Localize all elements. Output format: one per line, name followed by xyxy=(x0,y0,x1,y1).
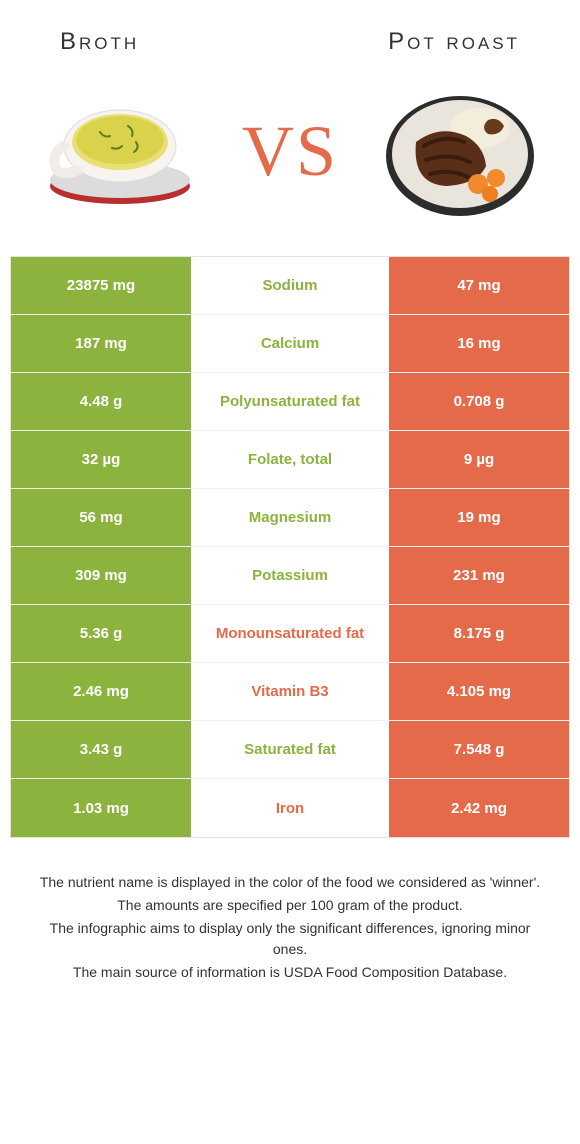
left-food-image xyxy=(40,76,200,226)
footer-line: The amounts are specified per 100 gram o… xyxy=(34,895,546,916)
right-value-cell: 0.708 g xyxy=(389,373,569,430)
right-food-title: Pot roast xyxy=(388,28,520,56)
nutrient-row: 1.03 mgIron2.42 mg xyxy=(11,779,569,837)
nutrient-row: 23875 mgSodium47 mg xyxy=(11,257,569,315)
left-value-cell: 23875 mg xyxy=(11,257,191,314)
left-food-title: Broth xyxy=(60,28,139,56)
nutrient-label-cell: Sodium xyxy=(191,257,389,314)
left-value-cell: 2.46 mg xyxy=(11,663,191,720)
left-value-cell: 309 mg xyxy=(11,547,191,604)
footer-line: The main source of information is USDA F… xyxy=(34,962,546,983)
left-value-cell: 32 µg xyxy=(11,431,191,488)
left-value-cell: 187 mg xyxy=(11,315,191,372)
right-value-cell: 8.175 g xyxy=(389,605,569,662)
left-value-cell: 3.43 g xyxy=(11,721,191,778)
right-food-image xyxy=(380,76,540,226)
right-value-cell: 4.105 mg xyxy=(389,663,569,720)
hero-row: VS xyxy=(0,66,580,256)
footer-line: The infographic aims to display only the… xyxy=(34,918,546,960)
nutrient-row: 5.36 gMonounsaturated fat8.175 g xyxy=(11,605,569,663)
footer-line: The nutrient name is displayed in the co… xyxy=(34,872,546,893)
right-value-cell: 47 mg xyxy=(389,257,569,314)
right-value-cell: 16 mg xyxy=(389,315,569,372)
nutrient-row: 56 mgMagnesium19 mg xyxy=(11,489,569,547)
nutrient-row: 3.43 gSaturated fat7.548 g xyxy=(11,721,569,779)
right-value-cell: 2.42 mg xyxy=(389,779,569,837)
right-value-cell: 9 µg xyxy=(389,431,569,488)
nutrient-row: 309 mgPotassium231 mg xyxy=(11,547,569,605)
nutrient-row: 4.48 gPolyunsaturated fat0.708 g xyxy=(11,373,569,431)
nutrient-row: 32 µgFolate, total9 µg xyxy=(11,431,569,489)
right-value-cell: 231 mg xyxy=(389,547,569,604)
nutrient-label-cell: Monounsaturated fat xyxy=(191,605,389,662)
right-value-cell: 19 mg xyxy=(389,489,569,546)
nutrient-row: 187 mgCalcium16 mg xyxy=(11,315,569,373)
nutrient-label-cell: Vitamin B3 xyxy=(191,663,389,720)
left-value-cell: 4.48 g xyxy=(11,373,191,430)
left-value-cell: 5.36 g xyxy=(11,605,191,662)
left-value-cell: 1.03 mg xyxy=(11,779,191,837)
nutrient-table: 23875 mgSodium47 mg187 mgCalcium16 mg4.4… xyxy=(10,256,570,838)
vs-label: VS xyxy=(242,110,338,193)
nutrient-label-cell: Polyunsaturated fat xyxy=(191,373,389,430)
nutrient-row: 2.46 mgVitamin B34.105 mg xyxy=(11,663,569,721)
nutrient-label-cell: Calcium xyxy=(191,315,389,372)
nutrient-label-cell: Folate, total xyxy=(191,431,389,488)
nutrient-label-cell: Iron xyxy=(191,779,389,837)
nutrient-label-cell: Magnesium xyxy=(191,489,389,546)
nutrient-label-cell: Saturated fat xyxy=(191,721,389,778)
header-titles: Broth Pot roast xyxy=(0,0,580,66)
left-value-cell: 56 mg xyxy=(11,489,191,546)
right-value-cell: 7.548 g xyxy=(389,721,569,778)
footer-note: The nutrient name is displayed in the co… xyxy=(0,838,580,995)
nutrient-label-cell: Potassium xyxy=(191,547,389,604)
